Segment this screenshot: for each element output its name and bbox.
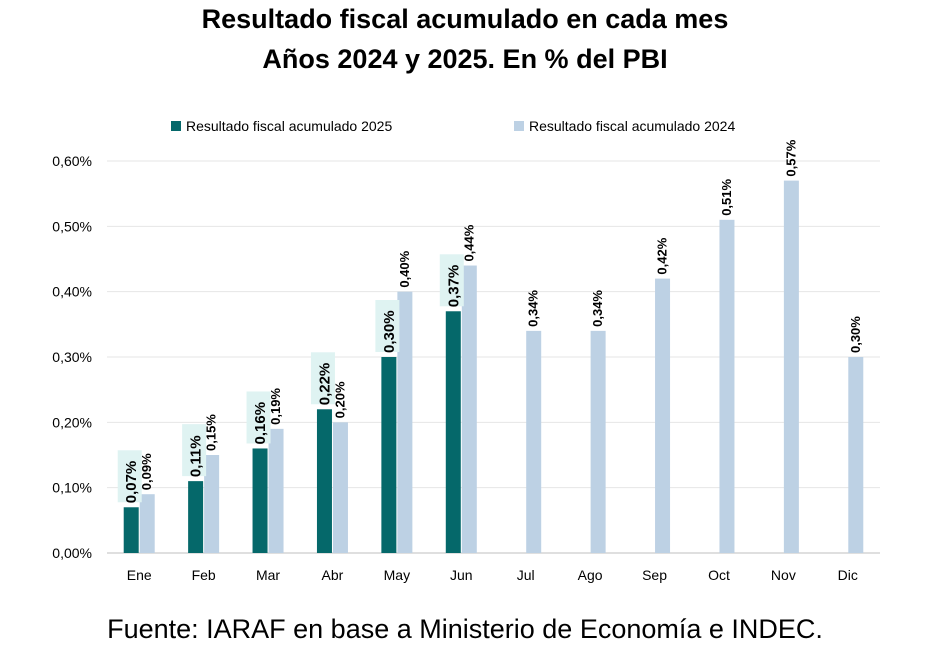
- bar-2024: [783, 180, 799, 553]
- bar-2024: [526, 330, 542, 553]
- y-tick-label: 0,10%: [52, 480, 92, 496]
- data-label-2025: 0,37%: [445, 265, 462, 308]
- bar-2025: [316, 409, 332, 553]
- data-label-2024: 0,09%: [139, 453, 154, 490]
- chart-title-line2: Años 2024 y 2025. En % del PBI: [262, 44, 668, 74]
- legend-swatch: [171, 121, 181, 131]
- data-label-2025: 0,16%: [252, 402, 269, 445]
- bar-2025: [381, 357, 397, 553]
- x-tick-label: Oct: [708, 567, 730, 583]
- data-label-2024: 0,51%: [719, 178, 734, 215]
- legend-swatch: [514, 121, 524, 131]
- data-label-2024: 0,42%: [655, 237, 670, 274]
- x-tick-label: Feb: [192, 567, 216, 583]
- bar-2024: [139, 494, 155, 553]
- bar-2024: [655, 278, 671, 553]
- data-label-2024: 0,40%: [397, 250, 412, 287]
- y-tick-label: 0,40%: [52, 284, 92, 300]
- data-label-2024: 0,34%: [526, 290, 541, 327]
- data-label-2025: 0,07%: [123, 461, 140, 504]
- y-tick-label: 0,00%: [52, 545, 92, 561]
- source-footer: Fuente: IARAF en base a Ministerio de Ec…: [107, 614, 823, 644]
- y-tick-label: 0,50%: [52, 218, 92, 234]
- bar-2024: [397, 291, 413, 553]
- x-tick-label: Jul: [517, 567, 535, 583]
- x-tick-label: Nov: [771, 567, 796, 583]
- legend-label: Resultado fiscal acumulado 2024: [529, 118, 735, 134]
- x-tick-label: Ago: [578, 567, 603, 583]
- data-label-2024: 0,15%: [204, 414, 219, 451]
- data-label-2025: 0,11%: [188, 435, 205, 477]
- x-tick-label: Mar: [256, 567, 280, 583]
- data-label-highlight: [117, 450, 142, 503]
- data-label-2024: 0,19%: [268, 388, 283, 425]
- data-label-2024: 0,30%: [848, 316, 863, 353]
- y-tick-label: 0,30%: [52, 349, 92, 365]
- x-tick-label: Sep: [642, 567, 667, 583]
- x-tick-label: Ene: [127, 567, 152, 583]
- x-tick-label: May: [384, 567, 410, 583]
- data-label-highlight: [439, 254, 464, 307]
- x-tick-label: Abr: [322, 567, 344, 583]
- legend-label: Resultado fiscal acumulado 2025: [186, 118, 392, 134]
- data-label-highlight: [246, 391, 271, 444]
- data-label-highlight: [375, 300, 400, 352]
- bar-2025: [445, 311, 461, 553]
- data-label-highlight: [310, 352, 335, 405]
- bar-2024: [204, 455, 220, 553]
- bar-2024: [461, 265, 477, 553]
- data-label-highlight: [182, 424, 207, 477]
- data-label-2024: 0,34%: [590, 290, 605, 327]
- data-label-2024: 0,44%: [461, 224, 476, 261]
- bar-2025: [123, 507, 139, 553]
- y-tick-label: 0,20%: [52, 414, 92, 430]
- data-label-2025: 0,22%: [316, 363, 333, 406]
- data-label-2025: 0,30%: [381, 310, 398, 353]
- bar-2024: [332, 422, 348, 553]
- bar-2024: [268, 428, 284, 553]
- y-tick-label: 0,60%: [52, 153, 92, 169]
- x-tick-label: Dic: [838, 567, 858, 583]
- bar-2024: [590, 330, 606, 553]
- bar-2025: [188, 481, 204, 553]
- bar-2024: [848, 357, 864, 553]
- data-label-2024: 0,20%: [332, 381, 347, 418]
- data-label-2024: 0,57%: [783, 139, 798, 176]
- bar-2024: [719, 219, 735, 554]
- x-tick-label: Jun: [450, 567, 473, 583]
- chart-title-line1: Resultado fiscal acumulado en cada mes: [201, 4, 729, 34]
- bar-2025: [252, 448, 268, 553]
